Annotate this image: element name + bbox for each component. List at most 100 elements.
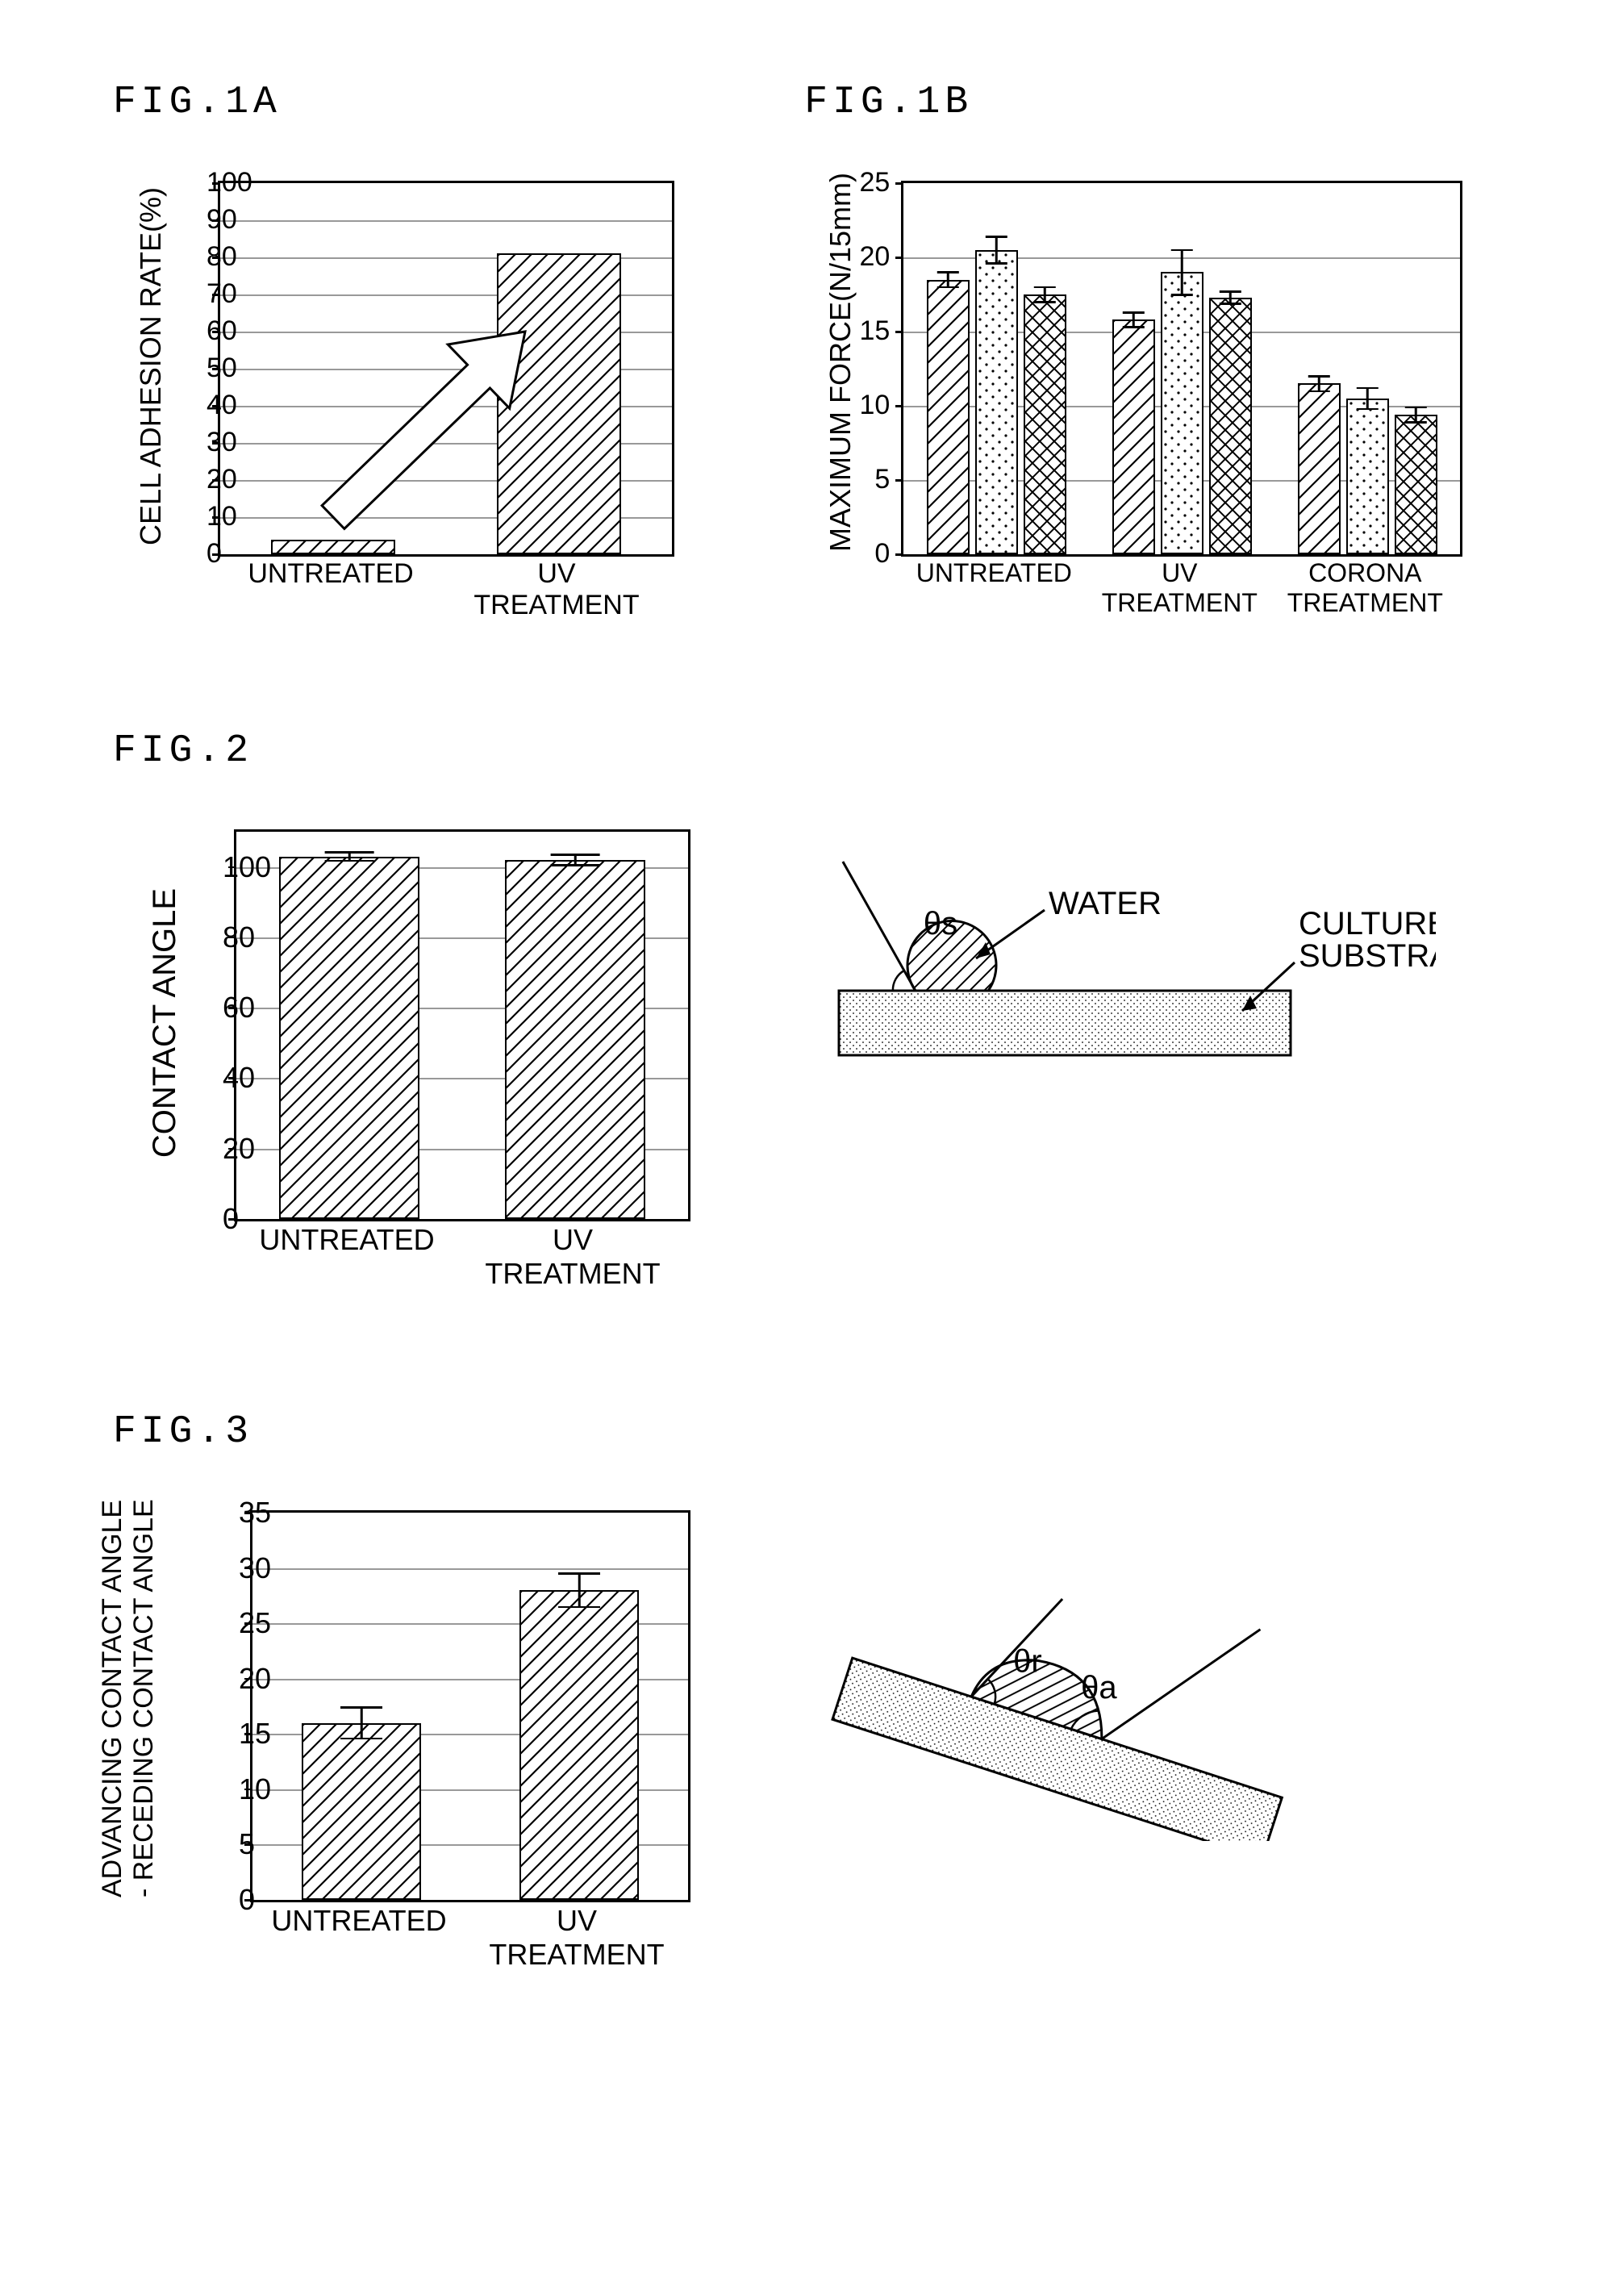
x-category-label: CORONA TREATMENT [1272,558,1458,618]
error-bar [1181,250,1183,294]
x-category-label: UV TREATMENT [444,558,670,621]
error-cap [1171,249,1192,252]
error-cap [551,864,600,866]
y-axis-label: CONTACT ANGLE [147,829,183,1217]
y-tick-label: 0 [874,538,890,570]
y-axis-label: MAXIMUM FORCE(N/15mm) [824,181,857,552]
fig1b-chart: 0510152025MAXIMUM FORCE(N/15mm)UNTREATED… [804,173,1466,608]
fig3-block: FIG.3 05101520253035ADVANCING CONTACT AN… [113,1410,1493,1954]
x-category-label: UV TREATMENT [1087,558,1272,618]
bar [927,280,970,554]
error-bar [1229,291,1232,303]
y-axis-label: ADVANCING CONTACT ANGLE - RECEDING CONTA… [97,1510,160,1897]
y-tick-mark [895,405,903,407]
bar [1161,272,1203,554]
fig1b-block: FIG.1B 0510152025MAXIMUM FORCE(N/15mm)UN… [804,81,1493,608]
theta-s-label: θs [924,906,957,941]
error-cap [340,1738,382,1740]
bar [279,857,419,1219]
error-bar [361,1707,363,1738]
error-bar [1133,312,1135,327]
bar [1395,415,1437,554]
error-cap [1034,286,1055,289]
error-bar [1415,407,1417,422]
bar [1112,319,1155,554]
error-cap [340,1706,382,1709]
y-tick-mark [895,553,903,556]
tilted-group: θrθa [832,1512,1329,1841]
y-tick-label: 5 [874,464,890,495]
x-category-label: UNTREATED [250,1904,468,1938]
bar [1209,298,1252,554]
fig1a-label: FIG.1A [113,81,707,124]
fig3-chart: 05101520253035ADVANCING CONTACT ANGLE - … [113,1502,694,1954]
error-cap [937,286,958,289]
x-category-label: UV TREATMENT [468,1904,686,1972]
y-tick-mark [895,257,903,259]
error-bar [1044,287,1046,302]
fig3-label: FIG.3 [113,1410,1493,1454]
y-tick-mark [895,331,903,333]
angle-arc [893,971,904,991]
y-tick-label: 10 [859,390,890,421]
y-tick-label: 25 [859,167,890,198]
error-cap [1308,375,1329,378]
y-tick-mark [895,182,903,185]
error-cap [1123,326,1144,328]
bar [497,253,621,554]
bar [1346,399,1389,554]
error-cap [558,1572,600,1575]
error-cap [1308,390,1329,393]
gridline [252,1568,688,1570]
substrate-rect [839,991,1291,1055]
fig2-label: FIG.2 [113,729,1493,773]
error-cap [1357,387,1378,390]
error-cap [986,236,1007,238]
fig3-diagram: θrθa [790,1502,1436,1841]
error-cap [1220,303,1241,305]
plot-area [234,829,690,1221]
theta-a-label: θa [1081,1670,1117,1705]
error-cap [986,262,1007,265]
error-cap [325,860,374,862]
error-cap [1405,407,1426,409]
y-tick-mark [895,479,903,482]
error-cap [1357,408,1378,411]
bar [271,540,395,554]
water-label: WATER [1049,886,1162,921]
fig2-block: FIG.2 020406080100CONTACT ANGLEUNTREATED… [113,729,1493,1273]
fig2-chart: 020406080100CONTACT ANGLEUNTREATEDUV TRE… [113,821,694,1273]
error-bar [947,272,949,286]
error-cap [558,1606,600,1609]
plot-area [218,181,674,557]
bar [302,1723,422,1900]
plot-area [901,181,1462,557]
error-cap [1405,421,1426,424]
row-3: 05101520253035ADVANCING CONTACT ANGLE - … [113,1502,1493,1954]
x-category-label: UV TREATMENT [460,1223,686,1291]
row-1: FIG.1A 0102030405060708090100CELL ADHESI… [113,81,1493,608]
fig1a-chart: 0102030405060708090100CELL ADHESION RATE… [113,173,678,608]
y-axis-label: CELL ADHESION RATE(%) [134,181,168,552]
gridline [220,220,672,222]
error-cap [551,854,600,856]
x-category-label: UNTREATED [234,1223,460,1257]
y-tick-label: 20 [859,241,890,273]
page: FIG.1A 0102030405060708090100CELL ADHESI… [0,0,1606,2051]
y-tick-label: 15 [859,315,890,347]
bar [975,250,1018,554]
bar [519,1590,640,1900]
bar [1024,294,1066,554]
fig1a-block: FIG.1A 0102030405060708090100CELL ADHESI… [113,81,707,608]
fig2-diagram: θsWATERCULTURESUBSTRATE [790,821,1436,1112]
error-bar [1366,388,1369,409]
fig1b-label: FIG.1B [804,81,1493,124]
plot-area [250,1510,690,1902]
x-category-label: UNTREATED [218,558,444,590]
error-bar [995,236,998,263]
error-cap [1171,294,1192,296]
error-cap [325,851,374,854]
error-cap [1034,301,1055,303]
row-2: 020406080100CONTACT ANGLEUNTREATEDUV TRE… [113,821,1493,1273]
error-cap [1220,290,1241,293]
